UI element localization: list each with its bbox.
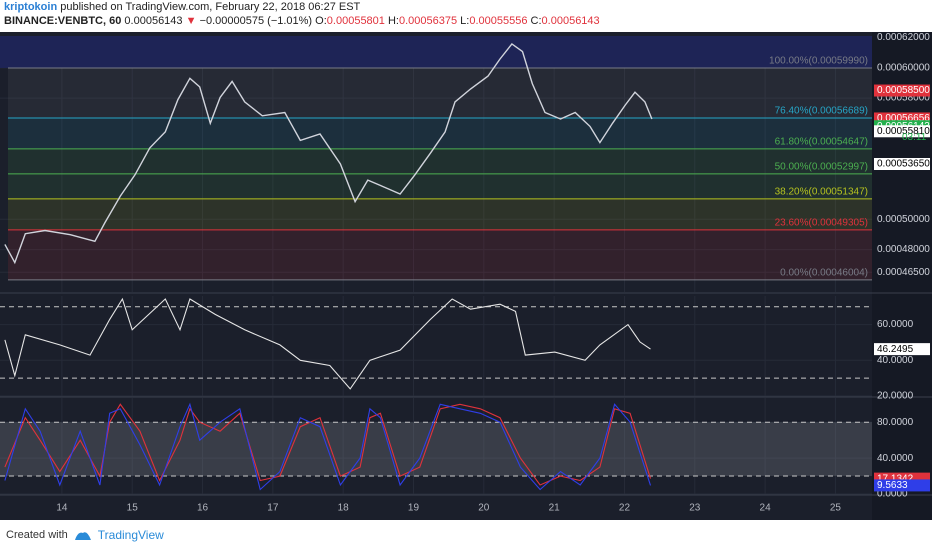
value-tag-label: 9.5633	[877, 480, 908, 491]
series-line	[4, 403, 652, 486]
low: 0.00055556	[469, 15, 528, 27]
c-label: C:	[530, 15, 542, 27]
fib-zone	[8, 173, 872, 199]
countdown: 03:11	[902, 132, 927, 143]
fib-zone	[8, 67, 872, 118]
price-line	[4, 42, 653, 265]
open: 0.00055801	[326, 15, 385, 27]
value-tag	[874, 84, 930, 97]
series-line	[4, 297, 651, 390]
fib-label: 76.40%(0.00056689)	[775, 106, 868, 117]
fib-zone	[8, 198, 872, 230]
value-tag-label: 0.00055810	[877, 126, 930, 137]
fib-label: 50.00%(0.00052997)	[775, 162, 868, 173]
high: 0.00056375	[398, 15, 458, 27]
symbol: BINANCE:VENBTC, 60	[4, 15, 122, 27]
header: kriptokoin published on TradingView.com,…	[4, 0, 928, 28]
x-tick-label: 19	[408, 503, 420, 514]
last: 0.00056143	[124, 15, 183, 27]
y-tick-label: 20.0000	[877, 391, 914, 402]
change: −0.00000575 (−1.01%)	[199, 15, 313, 27]
header-row: BINANCE:VENBTC, 60 0.00056143 ▼ −0.00000…	[4, 14, 928, 28]
value-tag-label: 0.00056656	[877, 113, 930, 124]
x-tick-label: 17	[267, 503, 279, 514]
x-tick-label: 18	[338, 503, 350, 514]
band-fill	[0, 422, 872, 477]
y-tick-label: 0.00050000	[877, 214, 930, 225]
x-tick-label: 20	[478, 503, 490, 514]
y-tick-label: 40.0000	[877, 355, 914, 366]
fib-zone	[8, 117, 872, 149]
value-tag-label: 17.1342	[877, 473, 914, 484]
y-tick-label: 40.0000	[877, 453, 914, 464]
y-tick-label: 80.0000	[877, 417, 914, 428]
fib-label: 61.80%(0.00054647)	[775, 137, 868, 148]
footer: Created with TradingView	[6, 528, 164, 542]
x-tick-label: 15	[127, 503, 139, 514]
arrow: ▼	[185, 15, 197, 27]
author[interactable]: kriptokoin	[4, 1, 58, 13]
fib-label: 38.20%(0.00051347)	[775, 187, 868, 198]
x-tick-label: 14	[56, 503, 68, 514]
fib-label: 0.00%(0.00046004)	[780, 267, 868, 278]
x-tick-label: 22	[619, 503, 631, 514]
x-tick-label: 24	[760, 503, 772, 514]
x-tick-label: 21	[549, 503, 561, 514]
h-label: H:	[387, 15, 399, 27]
y-tick-label: 0.0000	[877, 489, 908, 500]
value-tag	[874, 158, 930, 170]
value-tag	[874, 479, 930, 492]
fib-zone	[8, 229, 872, 280]
y-tick-label: 0.00058000	[877, 93, 930, 104]
published: published on TradingView.com, February 2…	[60, 1, 361, 13]
created-with: Created with	[6, 529, 68, 541]
y-tick-label: 60.0000	[877, 319, 914, 330]
upper-zone	[0, 36, 872, 68]
series-line	[4, 402, 652, 491]
value-tag-label: 46.2495	[877, 344, 914, 355]
x-tick-label: 25	[830, 503, 842, 514]
y-tick-label: 0.00060000	[877, 62, 930, 73]
fib-zone	[8, 148, 872, 174]
fib-label: 100.00%(0.00059990)	[769, 56, 868, 67]
header-row: kriptokoin published on TradingView.com,…	[4, 0, 928, 14]
chart: 14 15 16 17 18 19 20 21 22 23 24 25 0.00062000 0.0006…	[0, 32, 932, 520]
close: 0.00056143	[541, 15, 600, 27]
value-tag	[874, 125, 930, 138]
y-tick-label: 0.00062000	[877, 32, 930, 43]
value-tag	[874, 343, 930, 356]
y-tick-label: 0.00046500	[877, 267, 930, 278]
x-tick-label: 23	[689, 503, 701, 514]
value-tag-label: 0.00058500	[877, 85, 930, 96]
o-label: O:	[315, 15, 327, 27]
fib-label: 23.60%(0.00049305)	[775, 217, 868, 228]
brand-icon	[74, 532, 91, 540]
y-tick-label: 0.00048000	[877, 244, 930, 255]
brand[interactable]: TradingView	[97, 528, 164, 542]
l-label: L:	[460, 15, 470, 27]
x-tick-label: 16	[197, 503, 209, 514]
chart-background	[0, 32, 932, 520]
value-tag-label: 0.00053650	[877, 159, 930, 170]
